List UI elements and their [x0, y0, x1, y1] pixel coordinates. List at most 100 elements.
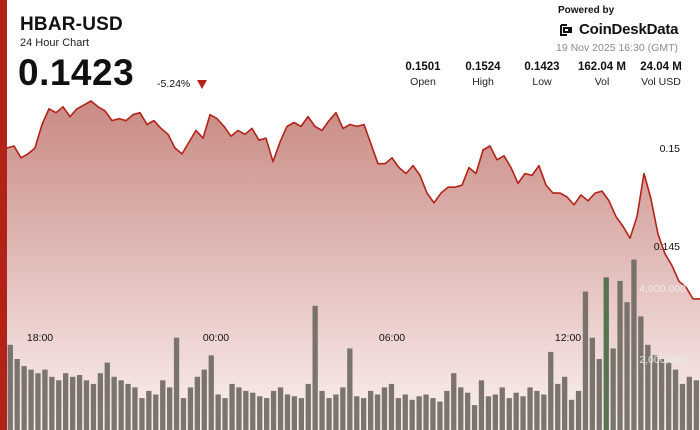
price-change: -5.24% [157, 78, 191, 90]
y-tick-label: 0.145 [654, 241, 680, 253]
volume-bar [568, 399, 575, 430]
volume-bar [277, 387, 284, 430]
volume-bar [236, 387, 242, 430]
volume-bar [7, 344, 13, 430]
volume-bar [243, 390, 249, 430]
volume-bar [645, 344, 651, 430]
stat-low: 0.1423 Low [507, 61, 577, 88]
volume-bar [624, 302, 630, 430]
volume-bar [603, 277, 609, 430]
volume-bar [465, 392, 471, 430]
volume-bar [388, 383, 395, 430]
stat-label: Open [410, 76, 436, 88]
volume-bar [42, 369, 48, 430]
volume-bar [582, 291, 589, 430]
volume-bar [139, 398, 145, 430]
volume-bar [298, 398, 304, 430]
volume-bar [527, 387, 533, 430]
volume-bar [492, 394, 498, 430]
volume-bar [409, 399, 415, 430]
volume-tick-label: 2,000,000 [639, 354, 686, 366]
volume-bar [499, 387, 505, 430]
volume-bar [49, 376, 55, 430]
volume-bar [167, 387, 173, 430]
volume-bar [326, 398, 332, 430]
volume-bar [187, 387, 194, 430]
y-tick-label: 0.15 [660, 143, 681, 155]
volume-bar [319, 390, 325, 430]
volume-bar [270, 390, 277, 430]
stat-open: 0.1501 Open [388, 61, 458, 88]
volume-bar [506, 398, 512, 430]
volume-bar [153, 394, 159, 430]
x-tick-label: 06:00 [379, 332, 405, 344]
coindesk-logo-icon [560, 23, 572, 36]
volume-bar [638, 316, 644, 430]
stat-value: 24.04 M [640, 61, 682, 73]
volume-bar [146, 390, 152, 430]
volume-bar [97, 373, 103, 430]
volume-bar [416, 396, 422, 430]
volume-bar [201, 369, 207, 430]
volume-bar [340, 387, 346, 430]
volume-bar [125, 383, 131, 430]
price-area [7, 101, 700, 430]
volume-bar [485, 396, 492, 430]
volume-bar [28, 369, 34, 430]
x-tick-label: 18:00 [27, 332, 53, 344]
accent-bar [0, 0, 7, 430]
volume-bar [305, 383, 311, 430]
brand-name: CoinDeskData [579, 21, 679, 38]
x-tick-label: 00:00 [203, 332, 229, 344]
volume-bar [672, 369, 679, 430]
stat-high: 0.1524 High [448, 61, 518, 88]
volume-bar [194, 376, 200, 430]
chart-subtitle: 24 Hour Chart [20, 37, 90, 49]
stat-value: 0.1501 [405, 61, 441, 73]
volume-bar [451, 373, 457, 430]
volume-bar [693, 380, 699, 430]
volume-bar [104, 362, 110, 430]
volume-bar [555, 383, 561, 430]
volume-bar [180, 398, 187, 430]
volume-bar [14, 359, 20, 430]
volume-bar [160, 380, 166, 430]
down-arrow-icon [197, 80, 207, 89]
volume-bar [589, 337, 595, 430]
volume-bar [444, 390, 450, 430]
volume-bar [284, 394, 291, 430]
stat-value: 0.1524 [465, 61, 501, 73]
volume-bar [76, 375, 83, 430]
volume-bar [575, 390, 582, 430]
volume-bar [83, 380, 90, 430]
stat-value: 162.04 M [578, 61, 626, 73]
volume-bar [478, 380, 485, 430]
volume-bar [402, 394, 408, 430]
volume-bar [395, 398, 401, 430]
volume-bar [229, 383, 235, 430]
volume-bar [368, 390, 374, 430]
x-tick-label: 12:00 [555, 332, 581, 344]
brand-logo[interactable]: CoinDeskData [558, 21, 678, 38]
page-title: HBAR-USD [20, 14, 123, 35]
volume-bar [374, 394, 381, 430]
volume-bar [347, 348, 353, 430]
volume-bar [257, 396, 263, 430]
stat-vol: 162.04 M Vol [567, 61, 637, 88]
volume-bar [312, 305, 318, 430]
volume-bar [173, 337, 180, 430]
volume-bar [354, 396, 360, 430]
volume-bar [610, 348, 616, 430]
volume-bar [361, 398, 367, 430]
volume-bar [596, 359, 602, 430]
volume-bar [562, 376, 568, 430]
volume-bar [56, 380, 62, 430]
volume-bar [264, 398, 270, 430]
volume-bar [513, 392, 519, 430]
volume-bar [520, 396, 526, 430]
volume-bar [437, 401, 443, 430]
volume-bar [70, 376, 76, 430]
volume-bar [250, 392, 256, 430]
